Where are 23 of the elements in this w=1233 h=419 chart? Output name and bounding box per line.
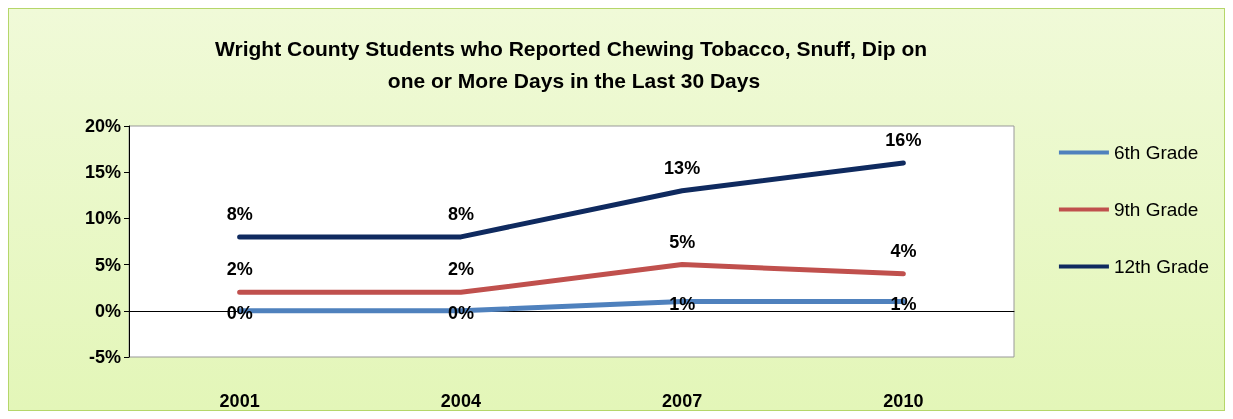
x-tick-label: 2010 (883, 391, 924, 411)
legend-label: 9th Grade (1113, 199, 1199, 220)
data-label: 16% (885, 129, 922, 150)
data-label: 4% (890, 240, 917, 261)
data-label: 8% (226, 203, 253, 224)
data-label: 5% (669, 231, 696, 252)
x-tick-label: 2007 (662, 391, 703, 411)
data-label: 2% (226, 259, 253, 280)
legend-label: 12th Grade (1113, 256, 1210, 277)
y-tick-label: -5% (88, 347, 121, 367)
data-label: 2% (447, 259, 474, 280)
y-tick-label: 15% (84, 162, 121, 183)
y-tick-label: 10% (84, 208, 121, 229)
y-tick-label: 20% (84, 116, 121, 136)
data-label: 13% (664, 157, 701, 178)
chart-title: Wright County Students who Reported Chewing Tobacco, Snuff, Dip on one or More Days in the Last 30 Days (215, 36, 933, 92)
y-tick-label: 5% (94, 254, 121, 275)
data-label: 8% (447, 203, 474, 224)
x-tick-label: 2004 (440, 391, 481, 411)
legend-label: 6th Grade (1113, 142, 1199, 163)
data-label: 1% (669, 293, 696, 314)
y-tick-label: 0% (94, 300, 121, 321)
x-tick-label: 2001 (219, 391, 260, 411)
